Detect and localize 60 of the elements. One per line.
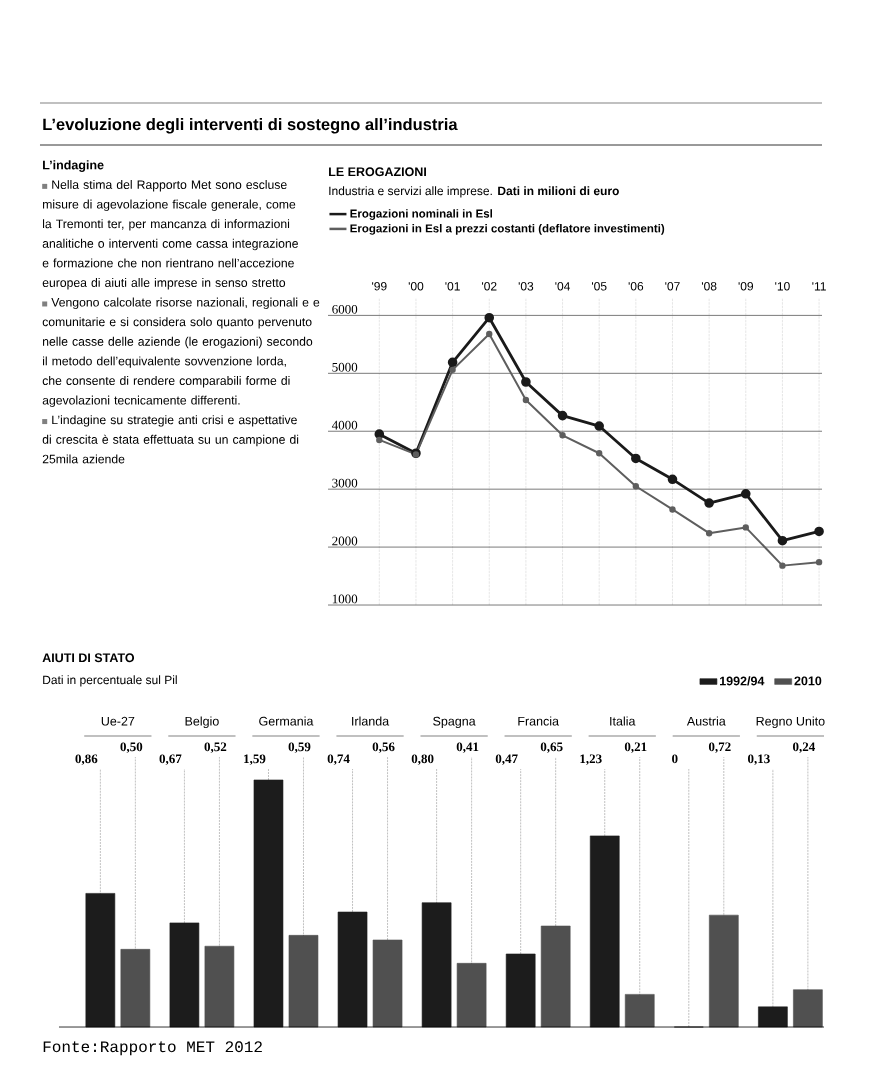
chart-subtitle: Dati in percentuale sul Pil: [43, 675, 177, 687]
data-label: 0,41: [456, 742, 479, 754]
legend-label: 1992/94: [720, 676, 765, 686]
x-tick-label: '04: [555, 282, 571, 291]
x-tick-label: '00: [408, 282, 424, 291]
x-tick-label: '02: [482, 282, 497, 291]
x-tick-label: Italia: [610, 716, 636, 726]
x-tick-label: '10: [775, 282, 790, 291]
y-tick-label: 3000: [332, 478, 358, 488]
text: Vengono calcolate risorse nazionali, regionali e e comunitarie e si considera solo quanto pervenuto nelle casse delle aziende (le erogazioni) secondo il metodo dell’equivalente sovvenzione lorda, che consente di rendere comparabili forme di agevolazioni tecnicamente differenti.: [42, 297, 320, 407]
data-label: 0,72: [708, 742, 731, 754]
data-label: 0,65: [540, 742, 563, 754]
x-tick-label: '06: [628, 282, 644, 291]
data-label: 0,13: [748, 754, 770, 766]
x-tick-label: '07: [665, 282, 680, 291]
data-label: 0,56: [372, 742, 395, 754]
legend-label: 2010: [794, 676, 822, 686]
x-tick-label: '03: [518, 282, 534, 291]
y-tick-label: 5000: [332, 362, 358, 372]
x-tick-label: Austria: [686, 716, 726, 726]
x-tick-label: '08: [701, 282, 717, 291]
x-tick-label: Francia: [518, 716, 560, 726]
data-label: 0,80: [411, 754, 434, 766]
data-label: 0,59: [288, 742, 311, 754]
y-tick-label: 6000: [332, 304, 358, 314]
x-tick-label: Germania: [259, 716, 314, 726]
chart-subtitle: Industria e servizi alle imprese. Dati in milioni di euro: [329, 186, 619, 198]
y-tick-label: 2000: [332, 536, 358, 546]
data-label: 0,86: [75, 754, 98, 766]
legend-label: Erogazioni in Esl a prezzi costanti (deflatore investimenti): [350, 224, 665, 235]
data-label: 0: [672, 754, 678, 764]
x-tick-label: '01: [445, 282, 460, 291]
text: L’indagine: [43, 160, 104, 172]
data-label: 0,21: [624, 742, 647, 754]
x-tick-label: Irlanda: [352, 716, 390, 726]
y-tick-label: 4000: [331, 420, 358, 430]
data-label: 0,50: [120, 742, 143, 754]
text: Nella stima del Rapporto Met sono escluse misure di agevolazione fiscale generale, come la Tremonti ter, per mancanza di informazioni analitiche o interventi come cassa integrazione e formazione che non rientrano nell’accezione europea di aiuti alle imprese in senso stretto: [42, 180, 298, 290]
data-label: 0,74: [327, 754, 350, 766]
data-label: 1,59: [244, 754, 266, 766]
x-tick-label: '99: [372, 282, 387, 291]
chart-title: AIUTI DI STATO: [42, 653, 135, 663]
data-label: 0,24: [793, 742, 816, 754]
x-tick-label: '05: [591, 282, 607, 291]
x-tick-label: Ue-27: [101, 716, 135, 726]
x-tick-label: '09: [738, 282, 754, 291]
data-label: 0,52: [204, 742, 227, 754]
legend-label: Erogazioni nominali in Esl: [350, 209, 493, 220]
data-label: 0,47: [495, 754, 518, 766]
x-tick-label: '11: [812, 282, 826, 291]
text: L’indagine su strategie anti crisi e aspettative di crescita è stata effettuata su un campione di 25mila aziende: [42, 415, 299, 464]
data-label: 1,23: [580, 754, 602, 766]
x-tick-label: Spagna: [433, 716, 476, 729]
x-tick-label: Regno Unito: [756, 716, 825, 729]
x-tick-label: Belgio: [185, 716, 219, 729]
text: L’evoluzione degli interventi di sostegno all’industria: [43, 118, 458, 134]
chart-title: LE EROGAZIONI: [329, 167, 426, 177]
data-label: 0,67: [159, 754, 182, 766]
source-note: Fonte:Rapporto MET 2012: [43, 1041, 262, 1056]
y-tick-label: 1000: [332, 594, 358, 604]
